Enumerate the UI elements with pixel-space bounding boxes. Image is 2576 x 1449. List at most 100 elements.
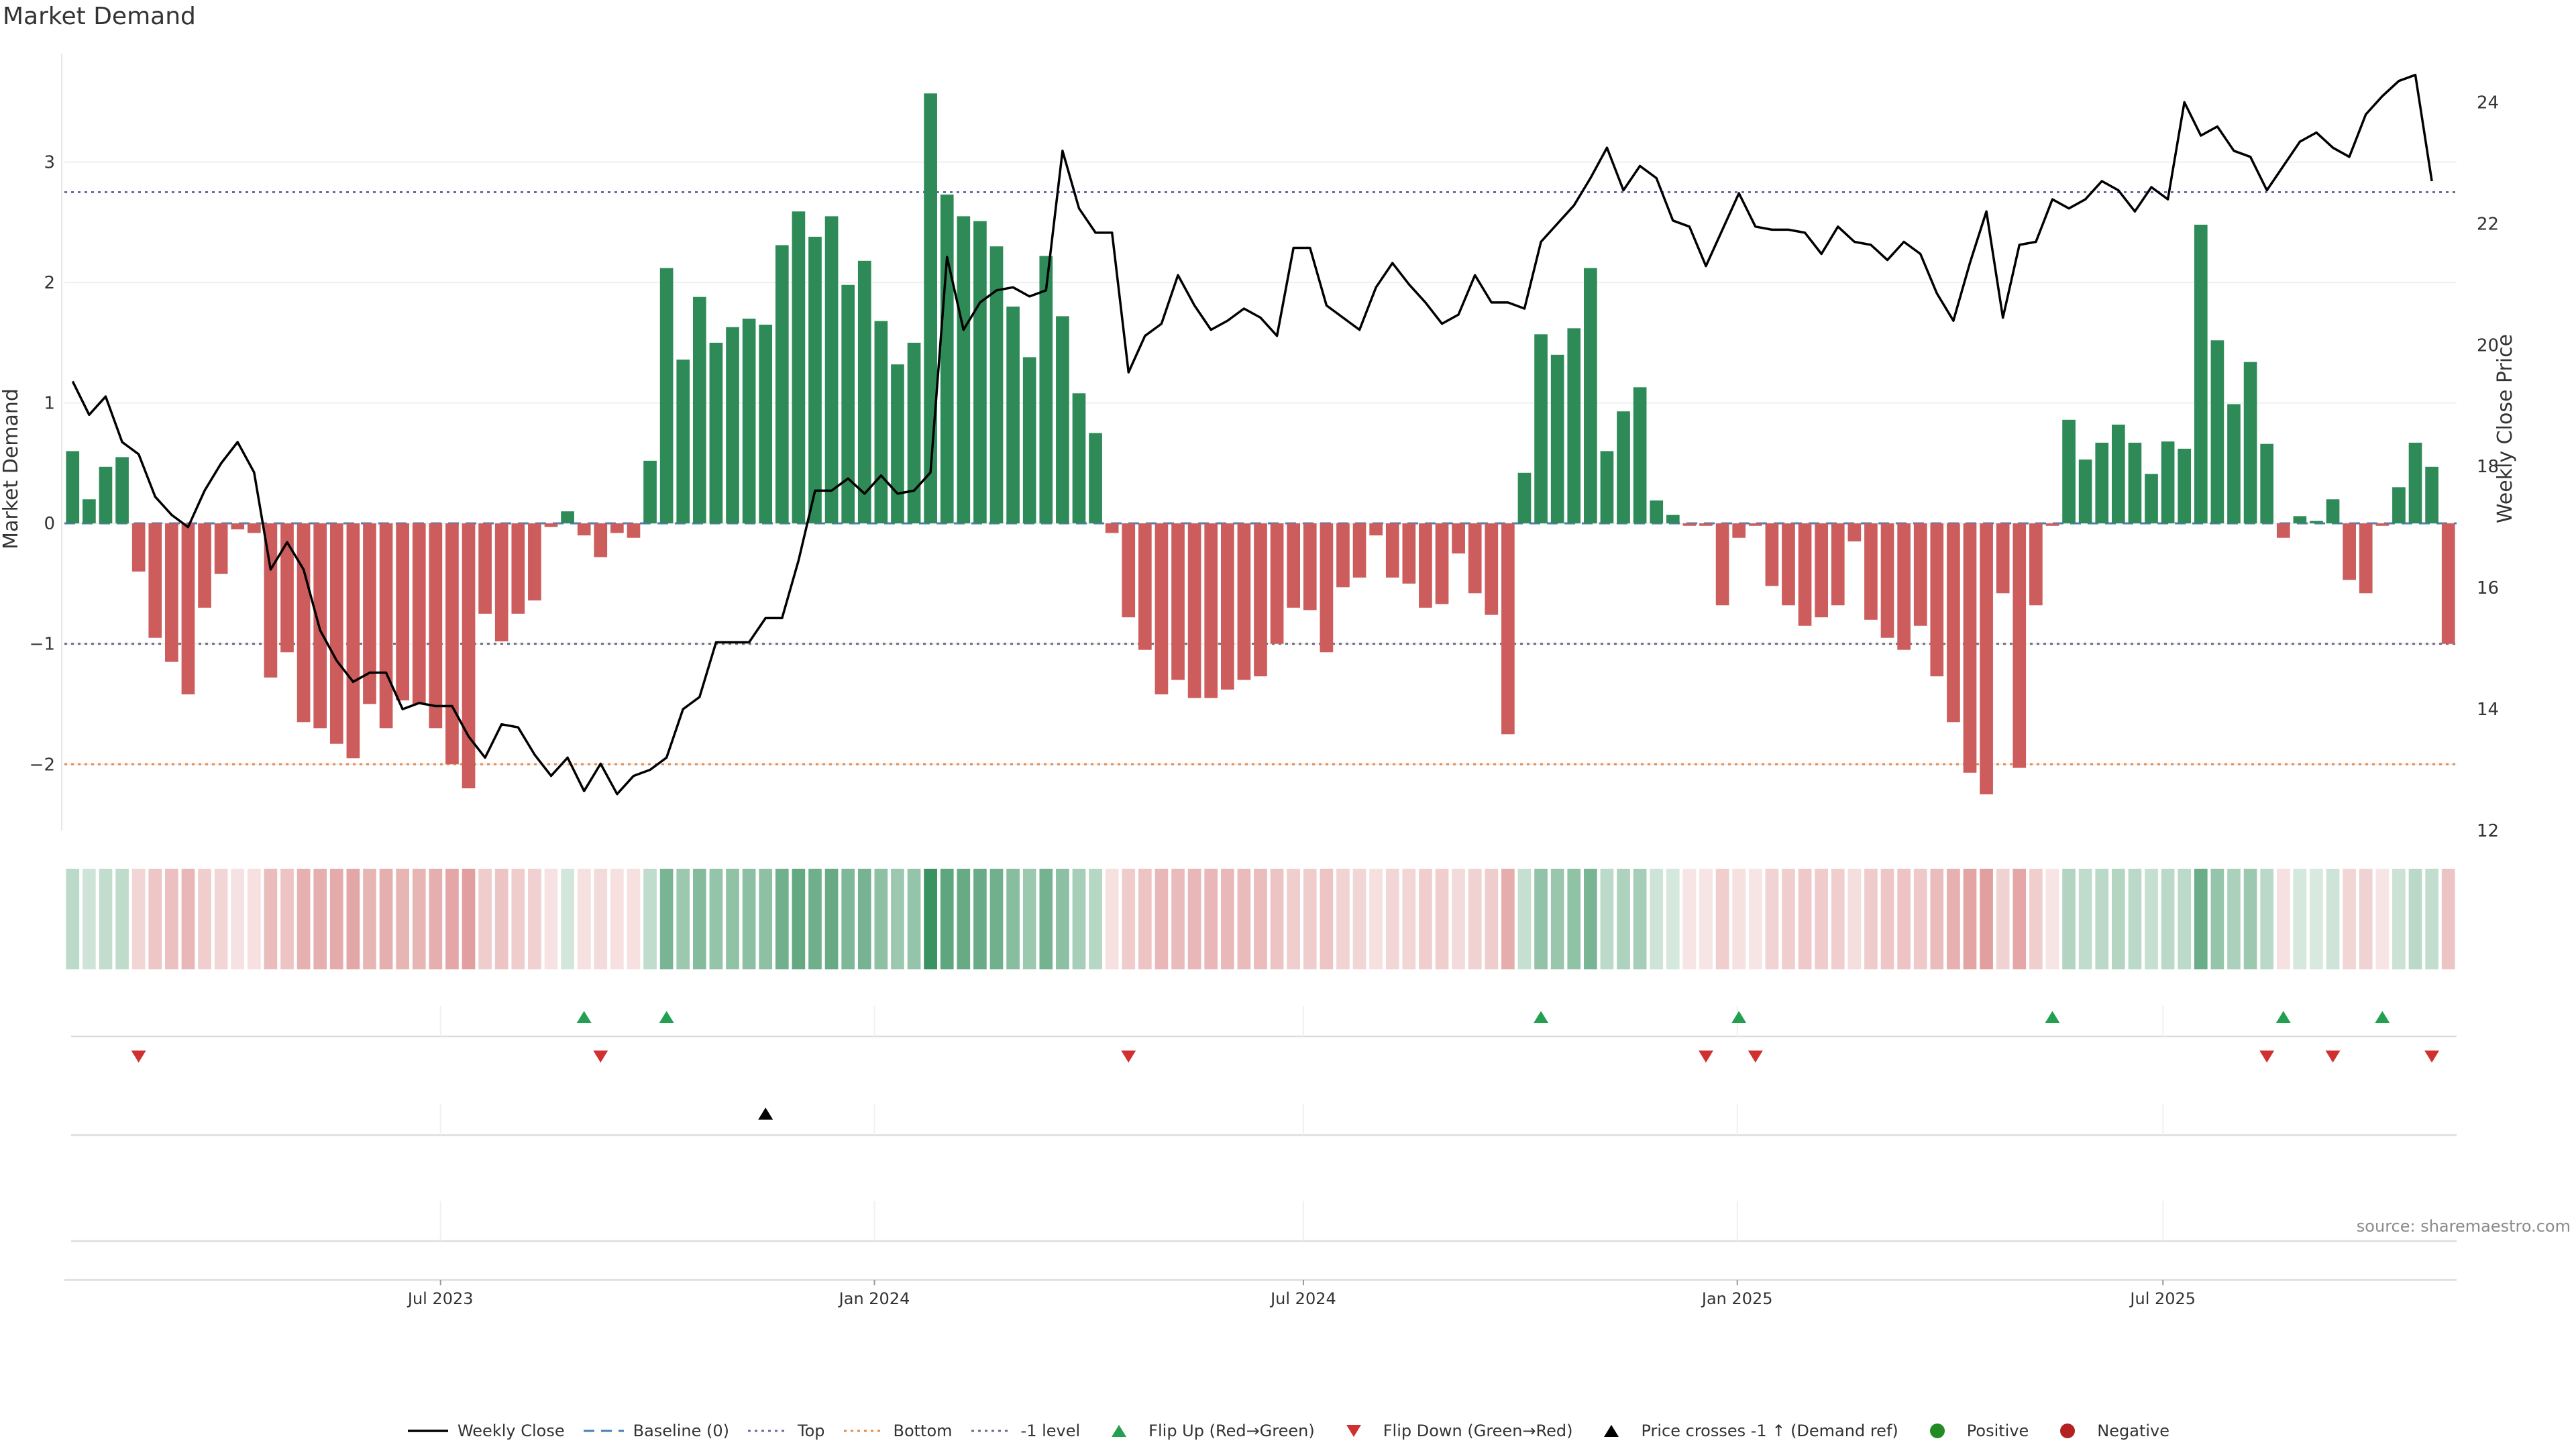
demand-bar-negative [528, 523, 541, 601]
demand-bar-positive [115, 457, 129, 524]
y-tick-label: 3 [44, 153, 55, 173]
y2-tick-label: 16 [2477, 578, 2499, 598]
heat-cell [329, 869, 343, 969]
demand-bar-negative [214, 523, 228, 574]
demand-bar-positive [2095, 442, 2109, 524]
demand-bar-negative [1715, 523, 1729, 606]
flip-down-marker [2424, 1051, 2440, 1063]
heat-cell [83, 869, 96, 969]
demand-bar-negative [1138, 523, 1152, 650]
demand-bar-positive [1072, 393, 1086, 524]
legend-item-minus1: -1 level [970, 1421, 1080, 1441]
heat-cell [1517, 869, 1532, 969]
heat-cell [1419, 869, 1432, 969]
demand-bar-positive [2425, 466, 2438, 524]
heat-cell [1715, 869, 1729, 969]
demand-bar-positive [940, 195, 954, 524]
y-tick-label: −2 [30, 755, 55, 775]
heat-cell [1815, 869, 1829, 969]
heat-cell [1402, 869, 1416, 969]
demand-bar-negative [1287, 523, 1301, 608]
legend-item-weekly_close: Weekly Close [407, 1421, 565, 1441]
demand-bar-positive [1584, 268, 1597, 524]
triangle-up-icon [1112, 1425, 1127, 1437]
demand-bar-negative [2045, 523, 2059, 526]
demand-bar-positive [2128, 442, 2142, 524]
heat-cell [2276, 869, 2290, 969]
demand-bar-negative [1831, 523, 1845, 606]
heat-cell [2128, 869, 2142, 969]
demand-bar-positive [2078, 460, 2092, 524]
heat-cell [1171, 869, 1185, 969]
heat-cell [2029, 869, 2043, 969]
heat-cell [2408, 869, 2422, 969]
demand-bar-positive [1056, 316, 1069, 524]
heat-cell [940, 869, 954, 969]
demand-bar-negative [1930, 523, 1944, 677]
demand-bar-positive [83, 499, 96, 524]
demand-bar-positive [1039, 256, 1053, 524]
legend-item-positive: Positive [1916, 1421, 2029, 1441]
heat-cell [2260, 869, 2274, 969]
demand-bar-positive [775, 245, 789, 524]
heat-cell [1006, 869, 1020, 969]
heat-cell [528, 869, 541, 969]
heat-cell [2210, 869, 2224, 969]
heat-cell [462, 869, 476, 969]
demand-bar-negative [1171, 523, 1185, 680]
demand-bar-negative [1765, 523, 1779, 586]
demand-bar-negative [1336, 523, 1350, 588]
demand-bar-negative [1270, 523, 1284, 644]
demand-bar-negative [1187, 523, 1201, 698]
heat-cell [1435, 869, 1449, 969]
y-tick-label: −1 [30, 635, 55, 655]
demand-bar-negative [1220, 523, 1234, 690]
legend-label: Price crosses -1 ↑ (Demand ref) [1641, 1421, 1898, 1440]
heat-cell [627, 869, 641, 969]
heat-cell [1468, 869, 1482, 969]
heat-cell [1847, 869, 1862, 969]
heat-cell [1072, 869, 1086, 969]
heat-cell [1254, 869, 1267, 969]
heat-cell [247, 869, 261, 969]
heat-cell [231, 869, 245, 969]
demand-bar-negative [1468, 523, 1482, 594]
demand-bar-negative [1303, 523, 1317, 610]
demand-bar-negative [1699, 523, 1713, 526]
heat-cell [1584, 869, 1597, 969]
demand-bar-negative [2441, 523, 2455, 644]
heat-cell [1501, 869, 1515, 969]
dot-icon [2060, 1424, 2076, 1438]
heat-cell [1567, 869, 1581, 969]
heat-cell [2194, 869, 2208, 969]
x-tick-label: Jul 2024 [1269, 1289, 1336, 1308]
demand-bar-negative [231, 523, 245, 530]
demand-bar-positive [2326, 499, 2340, 524]
demand-bar-positive [1633, 387, 1647, 524]
demand-bar-negative [1122, 523, 1136, 618]
heat-cell [1485, 869, 1499, 969]
heat-cell [412, 869, 426, 969]
heat-cell [1270, 869, 1284, 969]
demand-bar-negative [198, 523, 211, 608]
heat-cell [1204, 869, 1218, 969]
y2-axis-label: Weekly Close Price [2493, 334, 2517, 523]
demand-bar-positive [1650, 500, 1664, 524]
demand-bar-negative [1419, 523, 1432, 608]
heat-cell [2425, 869, 2438, 969]
heat-cell [759, 869, 773, 969]
legend-dot [1929, 1424, 1945, 1438]
demand-bar-negative [429, 523, 443, 729]
demand-bar-negative [544, 523, 558, 527]
demand-bar-positive [709, 342, 723, 524]
flip-down-marker [2259, 1051, 2275, 1063]
heat-cell [594, 869, 608, 969]
heat-cell [1633, 869, 1647, 969]
demand-bar-positive [99, 466, 113, 524]
legend-label: Positive [1966, 1421, 2029, 1440]
heat-cell [2112, 869, 2125, 969]
demand-bar-negative [594, 523, 608, 557]
dotted-line-icon [971, 1430, 1012, 1432]
price-cross-marker [758, 1108, 773, 1120]
